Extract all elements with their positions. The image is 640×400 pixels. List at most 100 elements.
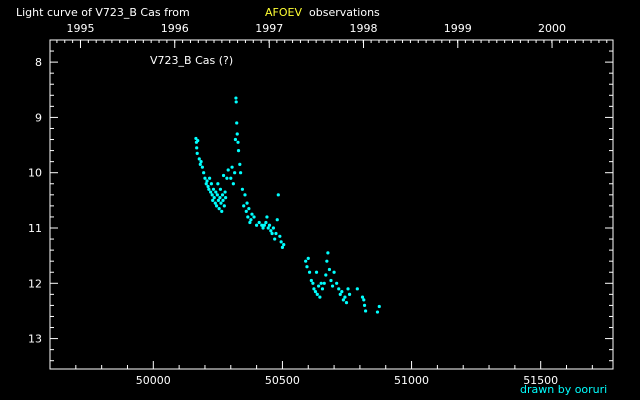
data-point [214, 190, 218, 194]
data-point [335, 281, 339, 285]
data-point [233, 137, 238, 142]
data-point [231, 182, 235, 186]
data-point [276, 193, 280, 197]
data-point [346, 287, 350, 291]
data-point [311, 281, 315, 285]
data-point [210, 193, 214, 197]
data-point [267, 223, 272, 227]
data-point [235, 132, 239, 136]
data-point [216, 198, 220, 202]
x-tick-label: 51500 [523, 374, 558, 387]
data-point [340, 289, 344, 294]
y-tick-label: 8 [35, 56, 42, 69]
data-point [355, 287, 359, 291]
x-tick-label: 50000 [136, 374, 171, 387]
data-point [257, 220, 261, 225]
data-point [223, 190, 227, 194]
data-point [220, 193, 225, 197]
data-point [265, 215, 269, 219]
data-point [235, 121, 239, 125]
data-point [279, 240, 283, 244]
data-point [194, 136, 198, 141]
data-point [314, 270, 319, 274]
axis-ticks [49, 39, 613, 369]
data-point [261, 226, 265, 230]
data-point [362, 298, 366, 302]
data-point [322, 281, 326, 285]
data-point [280, 245, 285, 249]
data-point [305, 265, 309, 269]
data-point [343, 295, 347, 299]
data-point [274, 231, 278, 236]
data-point [266, 226, 270, 230]
data-point [273, 237, 277, 241]
data-point [282, 242, 286, 247]
data-point [325, 259, 329, 263]
data-point [202, 171, 206, 175]
data-point [249, 218, 253, 222]
data-point [209, 190, 213, 194]
credit-text: drawn by ooruri [520, 383, 607, 396]
data-point [375, 310, 380, 314]
data-point [313, 289, 318, 294]
data-point [222, 204, 226, 208]
data-point [199, 160, 203, 164]
data-point [307, 270, 312, 274]
data-point [304, 259, 308, 263]
data-point [270, 231, 274, 236]
data-point [209, 182, 214, 186]
data-point [306, 256, 310, 261]
data-point [330, 284, 335, 288]
year-label: 2000 [538, 22, 566, 35]
data-point [309, 278, 313, 283]
data-point [234, 100, 238, 104]
data-point [248, 220, 252, 225]
data-point [319, 281, 323, 285]
data-point [233, 171, 237, 175]
data-point [236, 140, 240, 144]
axis-tick-labels: 50000 50500 51000 51500 1995 1996 1997 1998 1999… [28, 22, 566, 387]
data-point [341, 298, 345, 302]
data-point [226, 168, 230, 172]
data-point [212, 195, 216, 200]
data-point [247, 207, 251, 211]
y-tick-label: 13 [28, 333, 42, 346]
data-point [278, 234, 282, 238]
data-point [238, 171, 243, 175]
year-label: 1998 [350, 22, 378, 35]
y-tick-label: 9 [35, 111, 42, 124]
data-point [211, 198, 215, 202]
data-point [344, 301, 349, 305]
data-point [230, 165, 234, 169]
data-point [216, 182, 220, 186]
data-point [238, 162, 242, 167]
data-point [219, 201, 223, 205]
data-point [318, 295, 322, 299]
year-label: 1997 [255, 22, 283, 35]
data-point [246, 215, 250, 219]
data-point [217, 207, 221, 211]
data-point [332, 270, 336, 274]
data-point [316, 284, 321, 288]
data-points [194, 96, 381, 314]
data-point [338, 292, 342, 296]
data-point [363, 309, 368, 313]
data-point [245, 201, 249, 205]
data-point [326, 251, 330, 255]
data-point [262, 223, 266, 227]
x-tick-label: 50500 [265, 374, 300, 387]
data-point [275, 218, 279, 222]
data-point [200, 165, 204, 169]
data-point [214, 204, 219, 208]
data-point [204, 182, 208, 186]
data-point [203, 176, 207, 180]
y-tick-label: 10 [28, 167, 42, 180]
data-point [206, 184, 210, 189]
data-point [271, 226, 275, 230]
data-point [213, 201, 217, 205]
data-point [207, 187, 211, 191]
data-point [224, 195, 228, 200]
data-point [234, 96, 238, 100]
data-point [242, 204, 246, 208]
